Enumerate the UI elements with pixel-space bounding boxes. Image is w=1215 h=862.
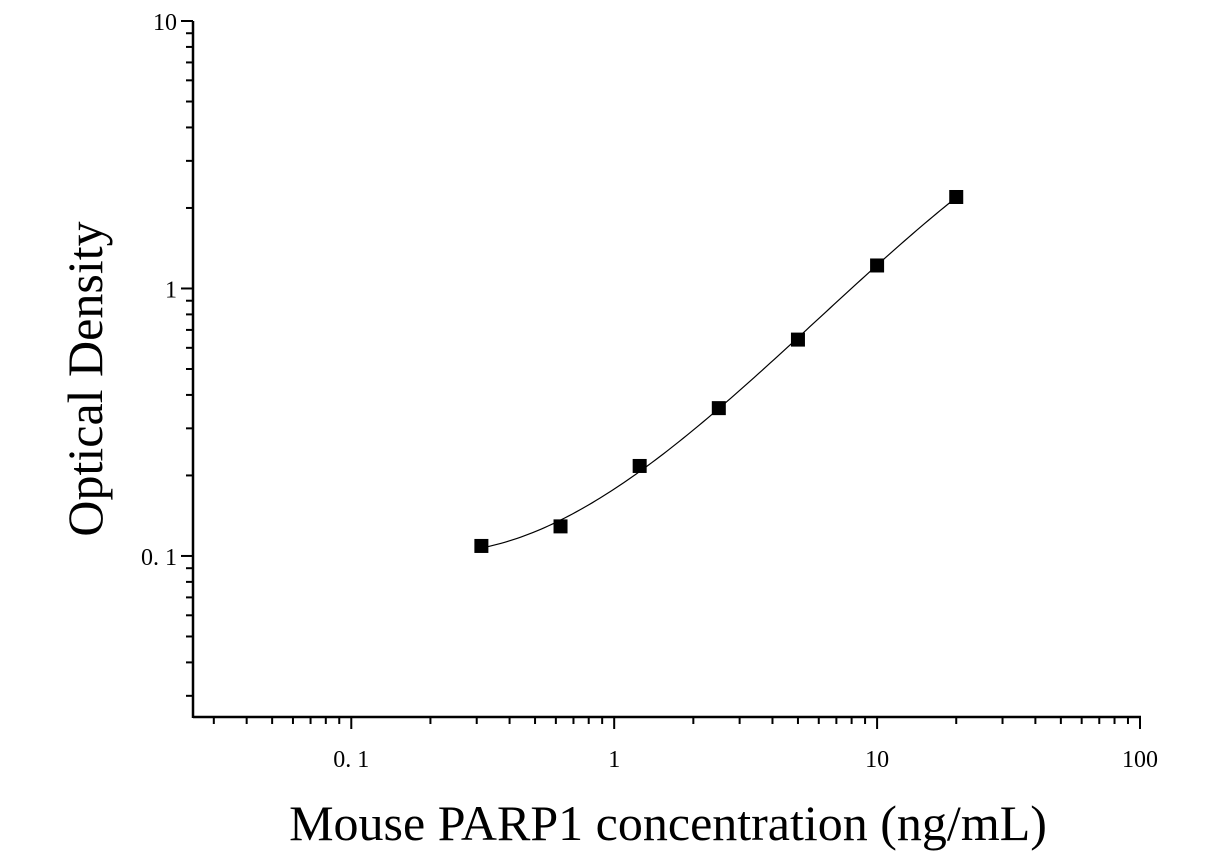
data-point bbox=[632, 458, 647, 473]
data-point bbox=[711, 401, 726, 416]
y-axis-title: Optical Density bbox=[57, 221, 113, 536]
x-axis-title: Mouse PARP1 concentration (ng/mL) bbox=[289, 795, 1047, 851]
y-tick-label: 1 bbox=[165, 277, 177, 303]
y-tick-label: 10 bbox=[153, 10, 177, 36]
data-point bbox=[553, 519, 568, 534]
data-point bbox=[870, 258, 885, 273]
x-tick-label: 0. 1 bbox=[333, 747, 369, 773]
x-tick-label: 1 bbox=[608, 747, 620, 773]
y-tick-label: 0. 1 bbox=[141, 545, 177, 571]
fit-curve-layer bbox=[481, 197, 957, 549]
data-point bbox=[790, 332, 805, 347]
x-tick-label: 100 bbox=[1122, 747, 1158, 773]
ticks: 0. 1 1 10 100 0. 1 1 10 bbox=[141, 10, 1158, 773]
data-points bbox=[474, 189, 964, 553]
data-point bbox=[949, 189, 964, 204]
x-tick-label: 10 bbox=[865, 747, 889, 773]
axes bbox=[191, 21, 1141, 719]
data-point bbox=[474, 538, 489, 553]
fit-curve bbox=[481, 197, 957, 549]
